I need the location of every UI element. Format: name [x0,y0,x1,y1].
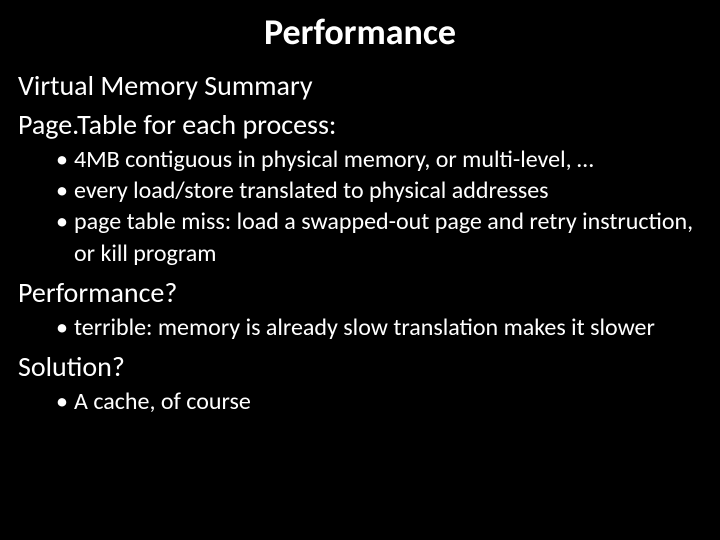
bullet-item: every load/store translated to physical … [56,175,702,206]
section-heading: Page.Table for each process: [18,107,702,142]
slide-title: Performance [18,10,702,54]
bullet-item: 4MB contiguous in physical memory, or mu… [56,144,702,175]
section-heading: Solution? [18,349,702,384]
bullet-list: 4MB contiguous in physical memory, or mu… [56,144,702,269]
section-heading: Virtual Memory Summary [18,68,702,103]
bullet-item: A cache, of course [56,386,702,417]
bullet-list: terrible: memory is already slow transla… [56,312,702,343]
bullet-item: terrible: memory is already slow transla… [56,312,702,343]
bullet-item: page table miss: load a swapped-out page… [56,206,702,268]
bullet-list: A cache, of course [56,386,702,417]
section-heading: Performance? [18,275,702,310]
